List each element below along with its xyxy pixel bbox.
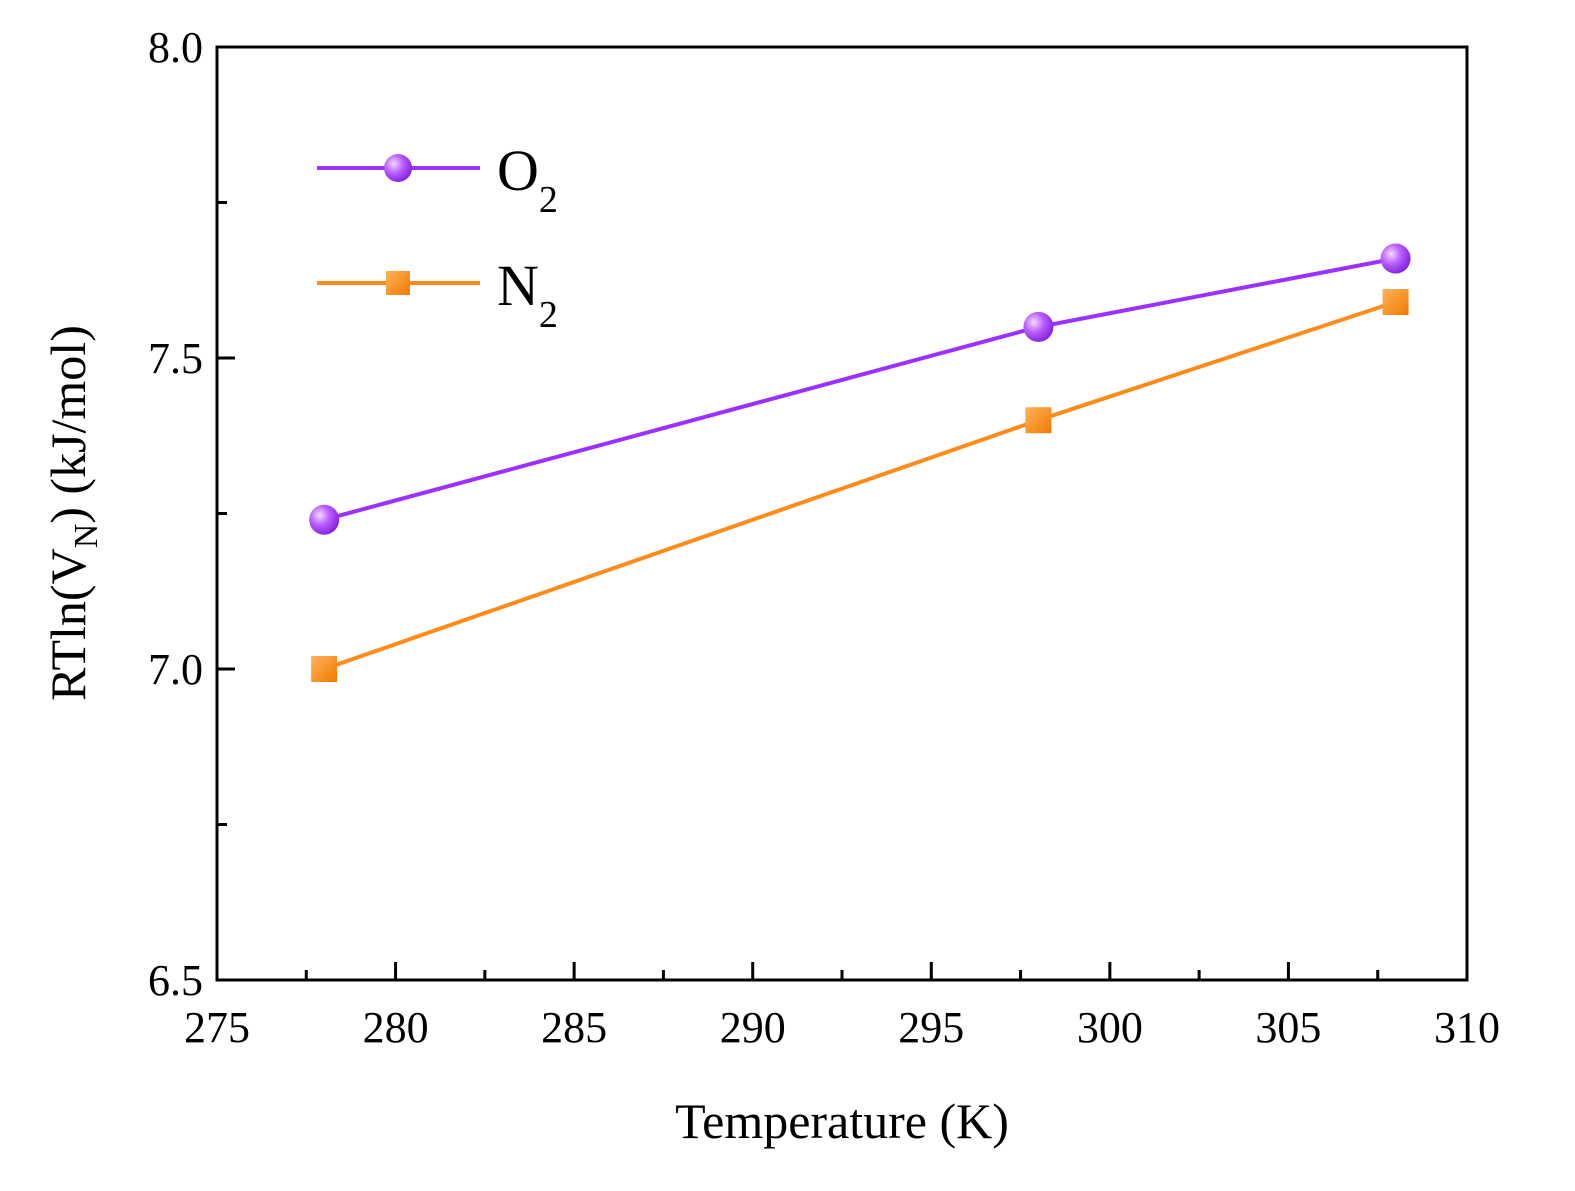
x-axis: 275 280 285 290 295 300 305 310 [184,962,1500,1052]
x-tick-label: 300 [1077,1003,1143,1052]
x-tick-label: 280 [363,1003,429,1052]
series-layer [309,243,1411,682]
x-tick-label: 310 [1434,1003,1500,1052]
y-axis-title: RTln(VN) (kJ/mol) [40,325,105,701]
legend-item-n2: N2 [317,253,558,336]
x-axis-title: Temperature (K) [675,1093,1009,1149]
y-tick-label: 8.0 [148,23,203,72]
x-tick-label: 295 [898,1003,964,1052]
legend-n2-marker [386,271,410,295]
legend-o2-label: O2 [497,138,558,221]
plot-area [215,45,1469,982]
legend: O2 N2 [317,138,558,336]
data-point-n2 [1025,407,1052,434]
data-point-n2 [311,656,338,682]
plot-frame [215,45,1469,982]
legend-item-o2: O2 [317,138,558,221]
x-tick-label: 285 [541,1003,607,1052]
legend-n2-label: N2 [497,253,558,336]
legend-o2-marker [384,154,412,182]
y-tick-label: 6.5 [148,956,203,1005]
data-point-n2 [1382,289,1409,316]
x-tick-label: 290 [720,1003,786,1052]
y-tick-label: 7.5 [148,334,203,383]
x-tick-label: 275 [184,1003,250,1052]
data-point-o2 [309,504,340,535]
y-axis: 6.5 7.0 7.5 8.0 [148,23,235,1005]
data-point-o2 [1023,311,1054,342]
data-point-o2 [1380,243,1411,274]
x-tick-label: 305 [1255,1003,1321,1052]
y-tick-label: 7.0 [148,645,203,694]
